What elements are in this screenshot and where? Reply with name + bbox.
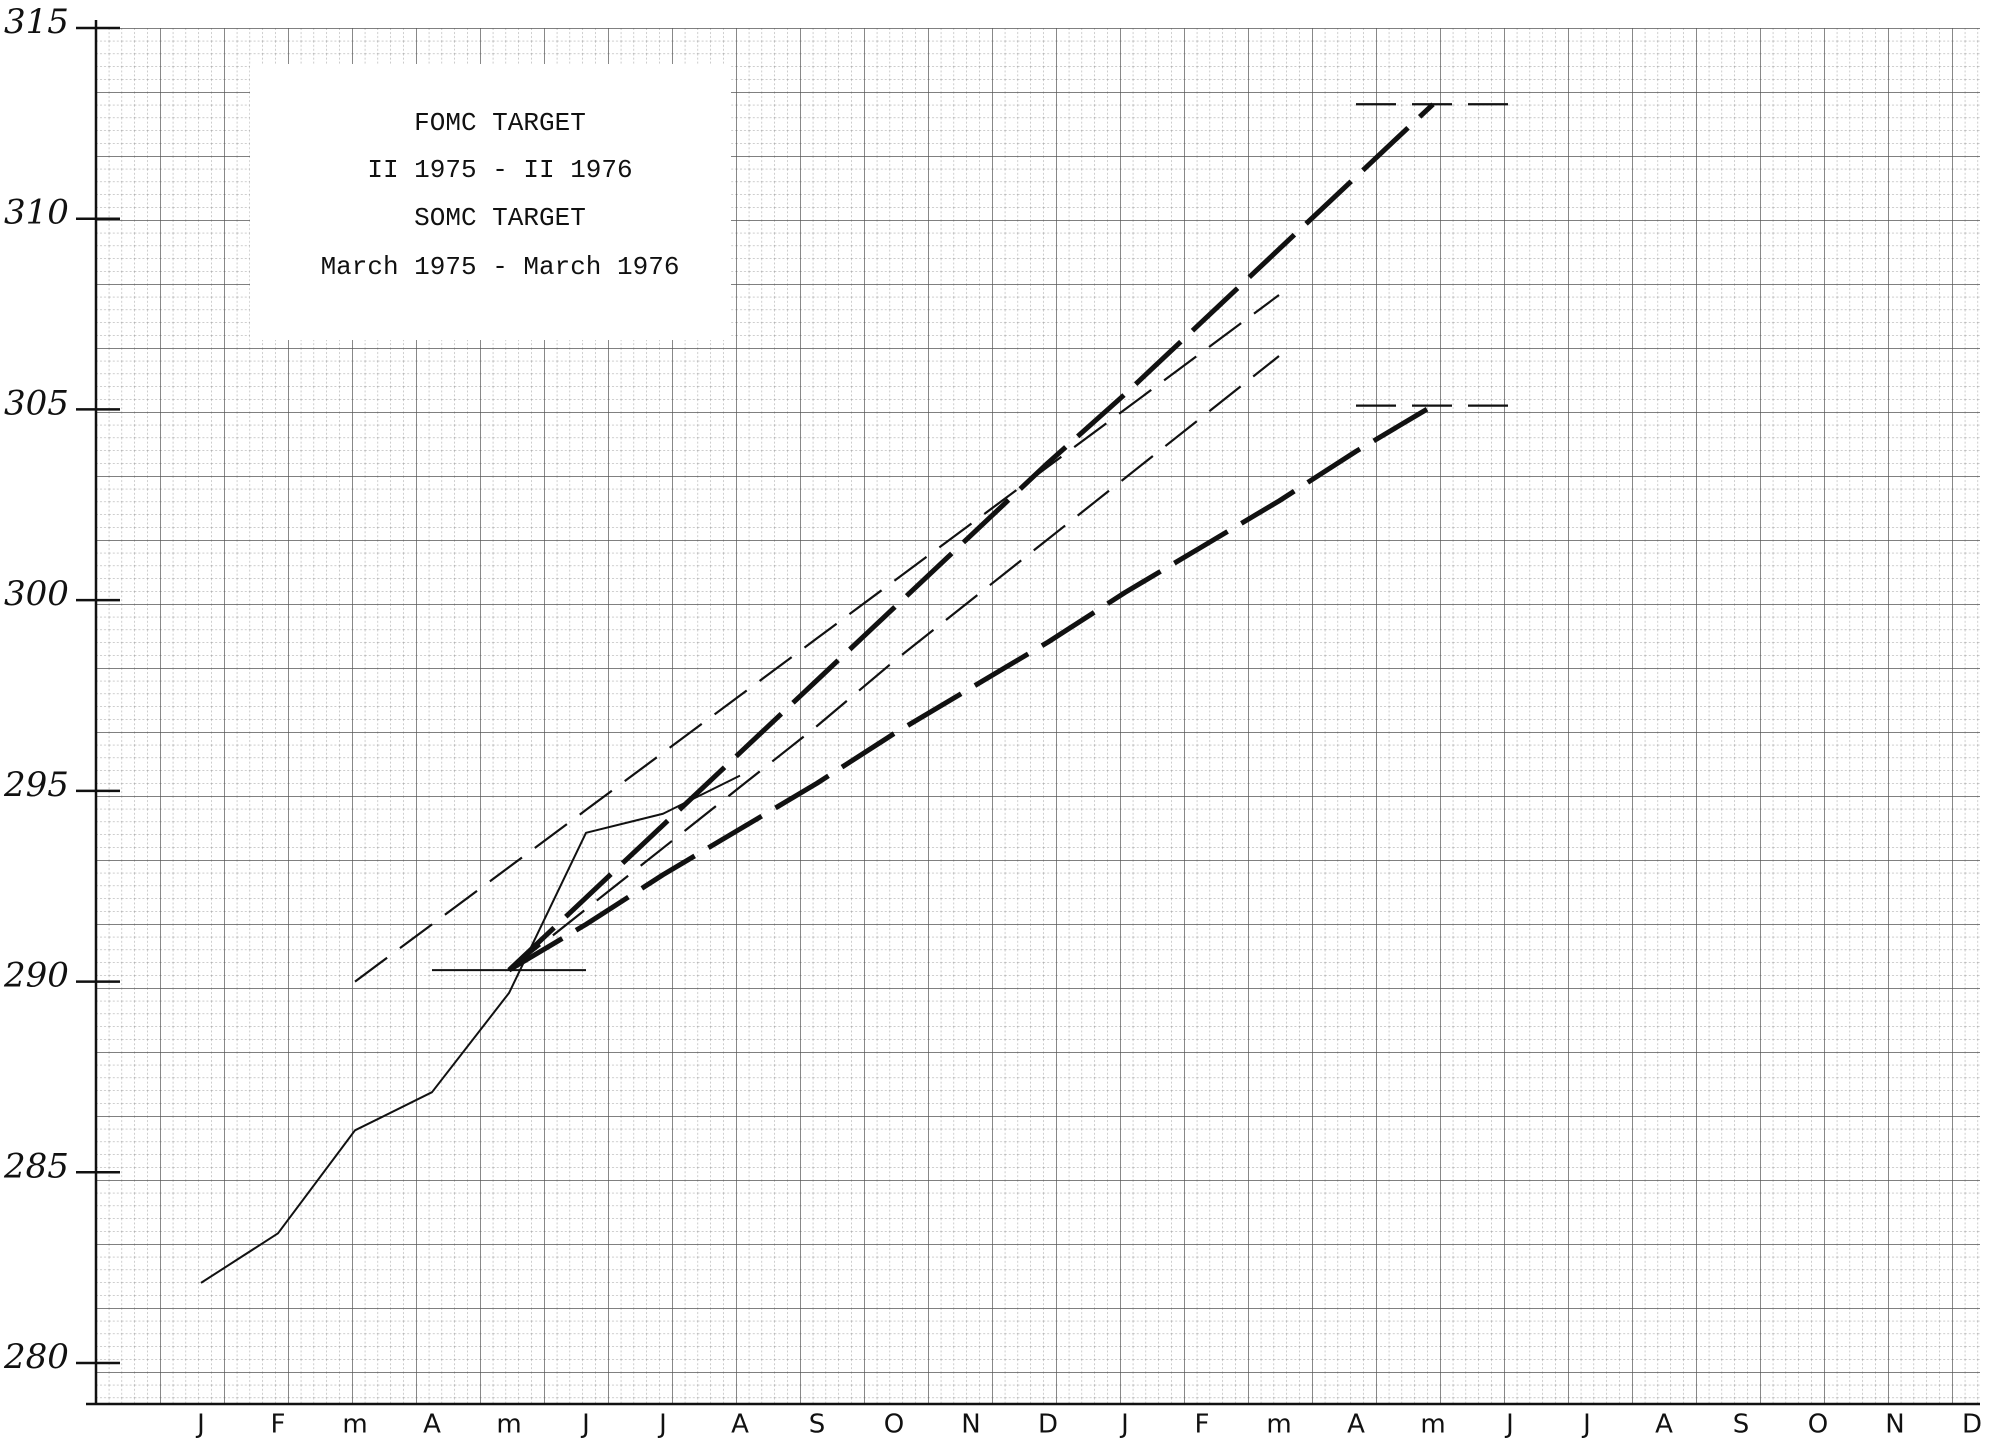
x-tick-label: O xyxy=(884,1410,904,1440)
x-tick-label: S xyxy=(809,1410,826,1440)
x-tick-label: J xyxy=(1504,1410,1514,1440)
x-tick-label: N xyxy=(961,1410,980,1440)
x-tick-label: A xyxy=(731,1410,749,1440)
x-tick-label: m xyxy=(1420,1410,1445,1440)
x-tick-label: F xyxy=(271,1410,286,1440)
x-tick-label: J xyxy=(580,1410,590,1440)
note: SOMC TARGET xyxy=(414,203,586,233)
x-tick-label: O xyxy=(1808,1410,1828,1440)
note: FOMC TARGET xyxy=(414,108,586,138)
x-tick-label: m xyxy=(1266,1410,1291,1440)
x-tick-label: J xyxy=(657,1410,667,1440)
x-tick-label: D xyxy=(1038,1410,1058,1440)
y-tick-label: 290 xyxy=(3,956,69,996)
x-tick-label: F xyxy=(1195,1410,1210,1440)
x-tick-label: N xyxy=(1885,1410,1904,1440)
note: March 1975 - March 1976 xyxy=(321,252,680,282)
y-tick-label: 315 xyxy=(4,2,69,42)
x-tick-label: D xyxy=(1962,1410,1982,1440)
y-tick-label: 305 xyxy=(4,383,69,423)
y-tick-label: 280 xyxy=(3,1337,69,1377)
y-tick-label: 295 xyxy=(3,765,69,805)
x-tick-label: A xyxy=(423,1410,441,1440)
x-tick-label: m xyxy=(496,1410,521,1440)
chart: FOMC TARGET II 1975 - II 1976 SOMC TARGE… xyxy=(0,0,2010,1443)
x-tick-label: A xyxy=(1347,1410,1365,1440)
y-tick-label: 310 xyxy=(4,193,69,233)
x-tick-label: S xyxy=(1733,1410,1750,1440)
x-tick-label: A xyxy=(1655,1410,1673,1440)
x-tick-label: J xyxy=(1119,1410,1129,1440)
y-tick-label: 300 xyxy=(4,574,69,614)
y-tick-label: 285 xyxy=(3,1146,69,1186)
x-tick-label: m xyxy=(342,1410,367,1440)
note: II 1975 - II 1976 xyxy=(367,155,632,185)
x-tick-label: J xyxy=(195,1410,205,1440)
x-tick-label: J xyxy=(1581,1410,1591,1440)
